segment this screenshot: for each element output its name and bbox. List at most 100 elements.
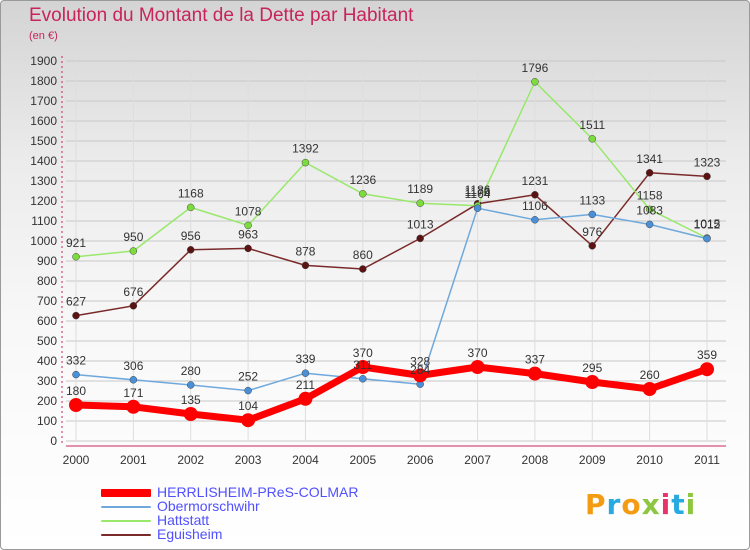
data-label: 860 [353,248,373,262]
data-point [588,242,597,250]
data-label: 1511 [579,118,605,132]
logo-letter: i [685,488,697,521]
logo-letter: r [606,488,622,521]
data-label: 328 [410,354,430,368]
y-tick-label: 100 [37,414,57,428]
x-tick-label: 2005 [349,453,376,467]
data-point [645,205,654,214]
x-tick-label: 2006 [407,453,434,467]
data-label: 280 [181,364,201,378]
data-point [72,311,80,320]
y-tick-label: 1300 [30,174,57,188]
logo-letter: t [671,488,686,521]
legend-swatch [101,506,151,508]
data-point [186,246,195,254]
data-label: 1013 [407,217,434,231]
data-point [72,253,80,261]
data-point [186,381,195,389]
data-label: 339 [295,352,315,366]
y-tick-label: 1000 [30,234,57,248]
data-point [359,265,367,273]
data-label: 1231 [522,174,549,188]
data-label: 1168 [178,186,204,200]
data-label: 963 [238,227,258,241]
legend-item: Hattstatt [101,512,421,528]
series-line-eguisheim [75,172,708,317]
legend-label: Hattstatt [157,512,210,528]
legend-item: Obermorschwihr [101,498,421,514]
y-tick-label: 1200 [30,194,57,208]
data-label: 311 [353,358,372,372]
x-tick-label: 2002 [177,453,204,467]
y-tick-label: 600 [37,314,57,328]
data-label: 171 [123,386,143,400]
data-point [531,78,539,86]
data-label: 956 [181,229,201,243]
y-tick-label: 1900 [30,54,57,68]
data-label: 1341 [636,152,663,166]
data-point [703,172,711,181]
data-label: 211 [296,378,315,392]
data-label: 921 [66,236,86,250]
data-label: 676 [123,285,143,299]
data-point [700,362,714,377]
data-point [183,407,198,421]
x-tick-label: 2009 [579,453,606,467]
series-line-obermorschwihr [75,207,708,392]
legend-label: Obermorschwihr [157,498,260,514]
chart-title: Evolution du Montant de la Dette par Hab… [29,5,414,26]
y-tick-label: 1700 [30,94,57,108]
y-tick-label: 900 [37,254,57,268]
data-label: 950 [123,230,143,244]
data-label: 284 [410,363,430,377]
data-label: 1078 [235,204,262,218]
y-tick-label: 500 [37,334,57,348]
y-tick-label: 1100 [31,214,57,228]
data-point [241,413,256,428]
data-point [527,366,542,381]
legend-label: HERRLISHEIM-PReS-COLMAR [157,484,359,500]
data-label: 1083 [636,203,663,217]
data-label: 1015 [694,217,721,231]
data-point [244,221,252,230]
data-point [645,220,654,229]
y-tick-label: 1800 [30,74,57,88]
data-label: 180 [66,384,86,398]
data-point [298,391,313,406]
data-point [129,302,138,310]
logo-letter: x [641,488,661,521]
data-point [703,234,711,243]
data-point [531,216,539,224]
data-label: 370 [353,346,373,360]
logo-letter: i [660,488,672,521]
legend-item: HERRLISHEIM-PReS-COLMAR [101,484,421,500]
y-tick-label: 300 [37,374,57,388]
data-label: 1236 [349,173,376,187]
series-line-hattstatt [75,81,708,258]
data-label: 306 [123,359,143,373]
data-point [301,369,310,377]
data-label: 1158 [637,188,663,202]
data-point [588,135,597,143]
data-label: 337 [525,353,545,367]
legend-swatch [101,534,151,536]
data-point [301,261,310,270]
data-point [642,382,657,396]
data-label: 1012 [694,218,721,232]
data-label: 370 [468,346,488,360]
data-point [416,234,424,243]
data-point [69,398,83,412]
data-label: 1392 [292,142,319,156]
legend: HERRLISHEIM-PReS-COLMAR Obermorschwihr Hat… [101,484,421,542]
data-label: 260 [640,368,660,382]
data-point [301,158,310,167]
data-label: 878 [295,244,315,258]
chart-subtitle: (en €) [29,30,58,42]
legend-label: Eguisheim [157,526,223,542]
data-point [585,375,600,389]
data-point [72,370,80,379]
x-tick-label: 2003 [235,453,262,467]
data-point [588,210,597,219]
data-point [355,360,370,374]
